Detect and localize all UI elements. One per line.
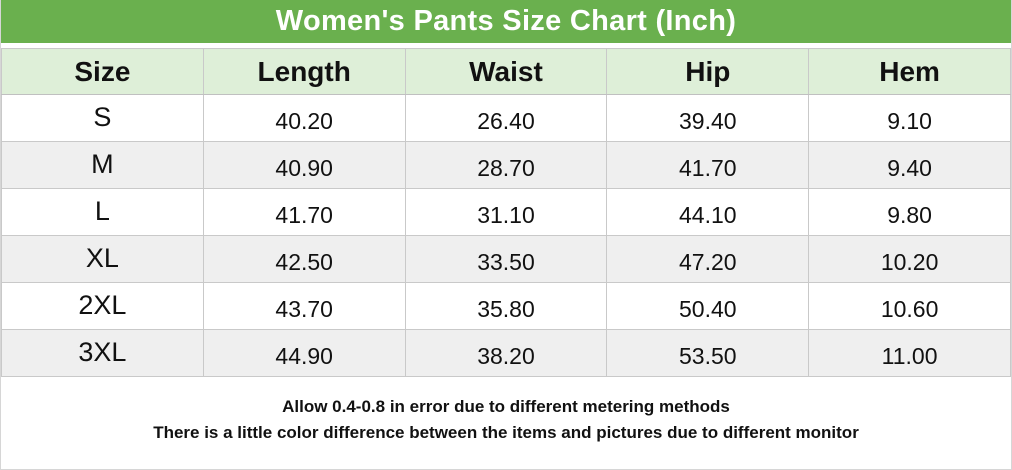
waist-cell: 26.40 xyxy=(404,94,608,142)
length-cell: 41.70 xyxy=(202,188,406,236)
hip-cell: 39.40 xyxy=(606,94,810,142)
note-color-difference: There is a little color difference betwe… xyxy=(153,423,859,442)
hip-cell: 47.20 xyxy=(606,235,810,283)
length-cell: 43.70 xyxy=(202,282,406,330)
column-header-length: Length xyxy=(202,48,406,95)
waist-cell: 35.80 xyxy=(404,282,608,330)
length-cell: 40.20 xyxy=(202,94,406,142)
hem-cell: 9.40 xyxy=(808,141,1011,189)
hip-cell: 50.40 xyxy=(606,282,810,330)
size-cell: M xyxy=(1,141,204,189)
waist-cell: 33.50 xyxy=(404,235,608,283)
table-row: M 40.90 28.70 41.70 9.40 xyxy=(1,141,1011,189)
table-row: 3XL 44.90 38.20 53.50 11.00 xyxy=(1,329,1011,377)
waist-cell: 31.10 xyxy=(404,188,608,236)
chart-title: Women's Pants Size Chart (Inch) xyxy=(275,5,737,37)
table-row: 2XL 43.70 35.80 50.40 10.60 xyxy=(1,282,1011,330)
length-cell: 44.90 xyxy=(202,329,406,377)
table-row: L 41.70 31.10 44.10 9.80 xyxy=(1,188,1011,236)
column-header-hip: Hip xyxy=(606,48,810,95)
chart-title-bar: Women's Pants Size Chart (Inch) xyxy=(1,0,1011,43)
hem-cell: 9.10 xyxy=(808,94,1011,142)
size-table: Size Length Waist Hip Hem S 40.20 26.40 … xyxy=(1,48,1011,377)
column-header-hem: Hem xyxy=(808,48,1011,95)
hem-cell: 10.60 xyxy=(808,282,1011,330)
header-row: Size Length Waist Hip Hem xyxy=(1,48,1011,95)
hip-cell: 53.50 xyxy=(606,329,810,377)
footer-notes: Allow 0.4-0.8 in error due to different … xyxy=(1,377,1011,463)
table-row: S 40.20 26.40 39.40 9.10 xyxy=(1,94,1011,142)
length-cell: 42.50 xyxy=(202,235,406,283)
hip-cell: 41.70 xyxy=(606,141,810,189)
column-header-waist: Waist xyxy=(404,48,608,95)
hem-cell: 9.80 xyxy=(808,188,1011,236)
size-cell: 3XL xyxy=(1,329,204,377)
size-cell: XL xyxy=(1,235,204,283)
waist-cell: 28.70 xyxy=(404,141,608,189)
size-cell: 2XL xyxy=(1,282,204,330)
length-cell: 40.90 xyxy=(202,141,406,189)
note-tolerance: Allow 0.4-0.8 in error due to different … xyxy=(282,397,730,416)
size-cell: L xyxy=(1,188,204,236)
hem-cell: 10.20 xyxy=(808,235,1011,283)
hip-cell: 44.10 xyxy=(606,188,810,236)
waist-cell: 38.20 xyxy=(404,329,608,377)
size-cell: S xyxy=(1,94,204,142)
hem-cell: 11.00 xyxy=(808,329,1011,377)
table-row: XL 42.50 33.50 47.20 10.20 xyxy=(1,235,1011,283)
column-header-size: Size xyxy=(1,48,204,95)
